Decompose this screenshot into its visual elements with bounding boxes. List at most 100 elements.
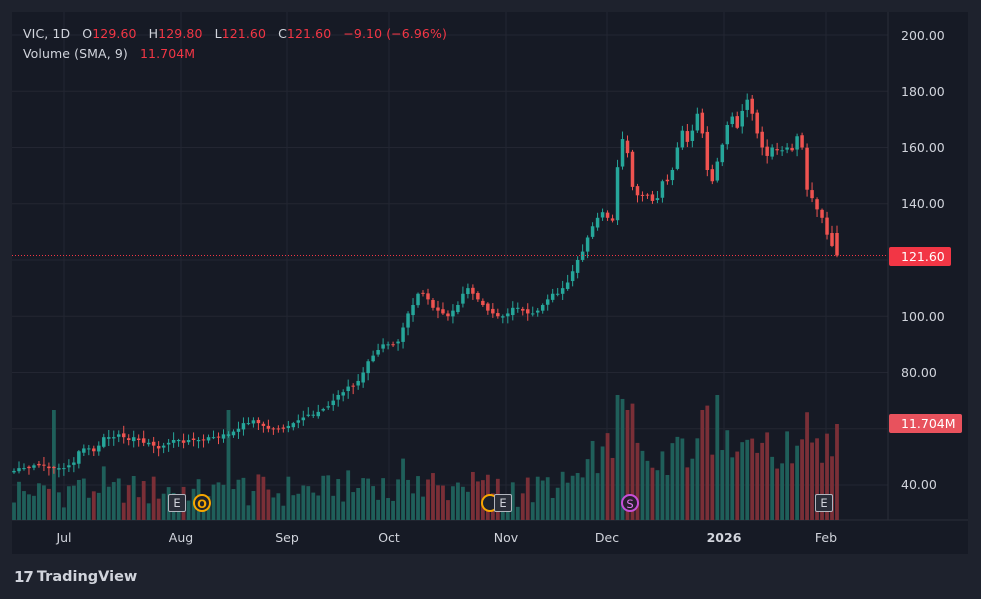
candle-body — [97, 445, 101, 452]
candle-body — [102, 437, 106, 447]
candle-body — [331, 400, 335, 406]
candle-body — [590, 226, 595, 237]
volume-bar — [700, 410, 705, 520]
candle-body — [521, 308, 525, 311]
candle-body — [795, 136, 799, 150]
volume-bar — [156, 498, 161, 520]
candle-body — [745, 99, 749, 110]
candle-body — [291, 423, 296, 428]
candle-body — [386, 344, 390, 346]
earnings-event-icon[interactable]: E — [168, 494, 186, 512]
volume-bar — [765, 432, 770, 520]
candle-body — [52, 466, 56, 469]
volume-bar — [351, 492, 356, 520]
candle-body — [441, 309, 445, 314]
candle-body — [72, 462, 76, 465]
volume-bar — [131, 475, 136, 520]
candle-body — [126, 438, 131, 440]
candle-body — [610, 218, 615, 221]
volume-bar — [436, 485, 440, 520]
volume-bar — [371, 486, 376, 520]
candle-body — [825, 217, 829, 235]
candle-body — [670, 170, 675, 181]
candle-body — [22, 468, 26, 470]
volume-bar — [32, 495, 36, 520]
earnings-event-icon[interactable]: E — [494, 494, 512, 512]
volume-bar — [620, 398, 625, 520]
candle-body — [301, 417, 306, 421]
candle-body — [186, 440, 191, 443]
tradingview-brand[interactable]: 17 TradingView — [14, 568, 137, 586]
candle-body — [446, 313, 450, 317]
y-tick-label: 200.00 — [901, 28, 945, 43]
candle-body — [37, 463, 41, 466]
candle-body — [401, 327, 405, 342]
candle-body — [121, 433, 126, 438]
volume-row: Volume (SMA, 9) 11.704M — [23, 44, 447, 64]
volume-bar — [675, 436, 680, 520]
y-tick-label: 40.00 — [901, 477, 937, 492]
volume-bar — [37, 483, 41, 520]
candle-body — [296, 420, 301, 423]
candle-body — [675, 147, 680, 169]
volume-bar — [241, 477, 246, 520]
candle-body — [565, 282, 570, 289]
volume-bar — [151, 476, 156, 520]
volume-bar — [251, 491, 256, 520]
candle-body — [740, 110, 744, 127]
volume-bar — [625, 410, 630, 520]
volume-bar — [565, 482, 570, 520]
low-key: L — [214, 26, 222, 41]
candle-body — [710, 169, 715, 182]
candle-body — [790, 148, 794, 151]
candle-body — [655, 198, 660, 201]
volume-bar — [401, 458, 405, 520]
candle-body — [491, 308, 495, 314]
volume-bar — [346, 470, 351, 520]
x-tick-label: Dec — [594, 530, 620, 545]
volume-bar — [750, 438, 755, 520]
x-tick-label: Nov — [493, 530, 519, 545]
candle-body — [705, 131, 710, 170]
volume-bar — [291, 495, 296, 520]
volume-bar — [550, 497, 555, 520]
candle-body — [456, 305, 460, 313]
candle-body — [231, 431, 236, 436]
volume-bar — [161, 493, 166, 520]
volume-bar — [785, 431, 790, 520]
candle-body — [555, 293, 560, 295]
candle-body — [640, 194, 645, 196]
candle-body — [436, 307, 440, 311]
candle-body — [780, 150, 784, 152]
candle-body — [236, 428, 241, 432]
volume-bar — [705, 405, 710, 520]
candle-body — [660, 181, 665, 198]
candle-body — [266, 425, 271, 429]
other-event-icon[interactable]: O — [193, 494, 211, 512]
volume-bar — [610, 457, 615, 520]
earnings-event-icon[interactable]: E — [815, 494, 833, 512]
volume-bar — [431, 473, 435, 520]
candle-body — [216, 436, 221, 438]
candle-body — [92, 448, 96, 452]
candle-body — [131, 437, 136, 442]
candle-body — [251, 420, 256, 424]
volume-bar — [276, 493, 281, 520]
x-tick-label: Aug — [168, 530, 194, 545]
candle-body — [356, 380, 360, 386]
volume-bar — [575, 473, 580, 520]
candle-body — [107, 437, 111, 439]
volume-bar — [76, 479, 81, 520]
split-event-icon[interactable]: S — [621, 494, 639, 512]
candle-body — [416, 293, 420, 306]
candle-body — [466, 288, 470, 295]
candle-body — [575, 260, 580, 273]
high-value: 129.80 — [158, 26, 203, 41]
candle-body — [775, 149, 779, 151]
candle-body — [181, 440, 186, 443]
volume-bar — [710, 454, 715, 520]
last-price-tag: 121.60 — [889, 247, 951, 266]
volume-bar — [685, 467, 690, 520]
brand-name: TradingView — [36, 569, 138, 585]
